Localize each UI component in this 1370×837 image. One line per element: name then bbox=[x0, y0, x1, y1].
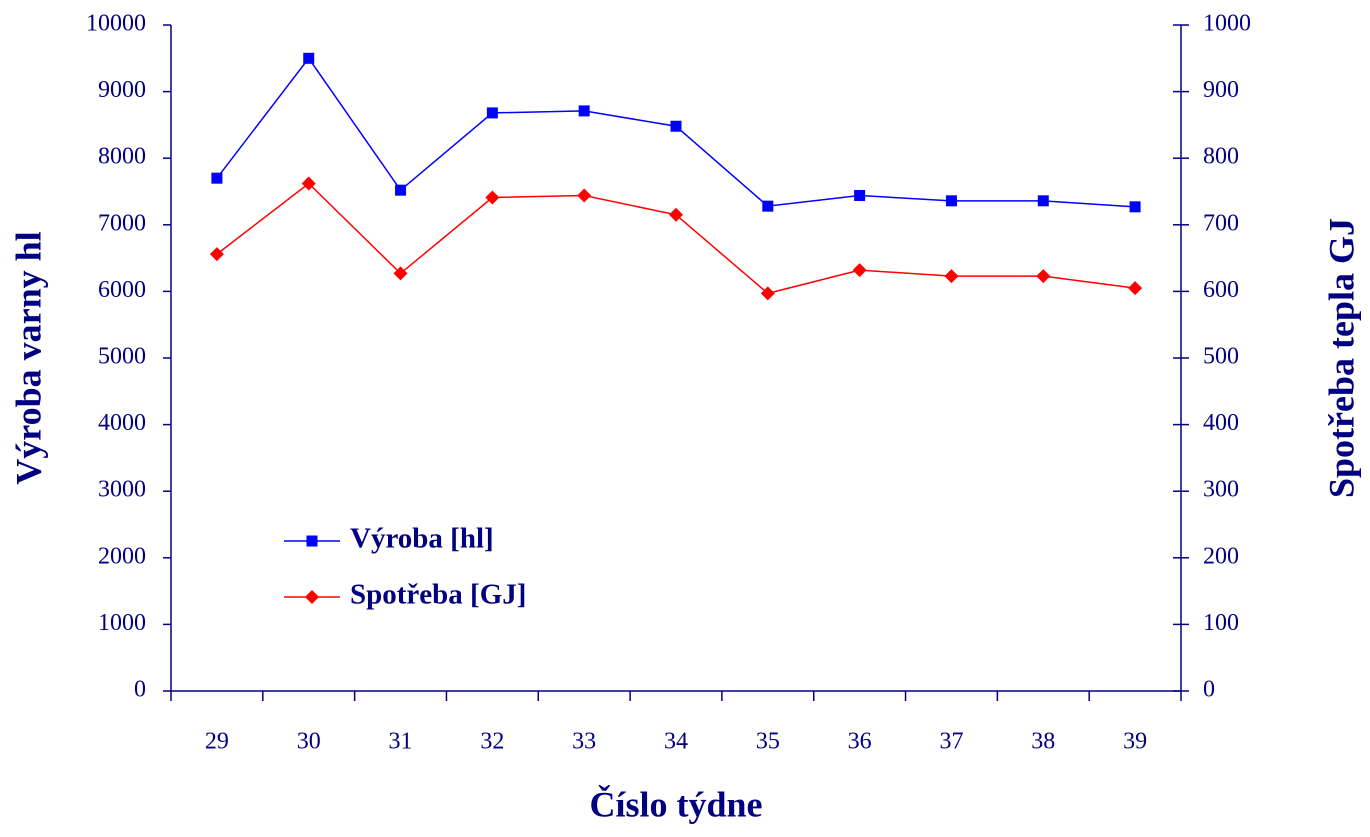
x-tick-label: 30 bbox=[297, 729, 321, 755]
marker bbox=[944, 269, 959, 284]
marker bbox=[945, 195, 957, 207]
legend-marker bbox=[305, 590, 319, 604]
y2-tick-label: 1000 bbox=[1203, 11, 1251, 37]
y-tick-label: 8000 bbox=[98, 144, 146, 170]
marker bbox=[669, 207, 683, 222]
x-tick-label: 34 bbox=[664, 729, 688, 755]
y-tick-label: 10000 bbox=[86, 11, 146, 37]
y-tick-label: 9000 bbox=[98, 77, 146, 103]
x-tick-label: 36 bbox=[848, 729, 872, 755]
marker bbox=[1129, 201, 1141, 213]
marker bbox=[485, 190, 500, 205]
y2-tick-label: 500 bbox=[1203, 344, 1239, 370]
marker bbox=[211, 172, 223, 184]
x-tick-label: 35 bbox=[756, 729, 780, 755]
x-tick-label: 29 bbox=[205, 729, 229, 755]
marker bbox=[854, 189, 866, 201]
x-tick-label: 33 bbox=[572, 729, 596, 755]
y-tick-label: 7000 bbox=[98, 210, 146, 236]
marker bbox=[670, 120, 682, 132]
legend-label: Spotřeba [GJ] bbox=[350, 579, 526, 611]
x-tick-label: 39 bbox=[1123, 729, 1147, 755]
y-tick-label: 6000 bbox=[98, 277, 146, 303]
marker bbox=[578, 105, 590, 117]
y2-tick-label: 400 bbox=[1203, 410, 1239, 436]
marker bbox=[852, 263, 867, 278]
series-line bbox=[216, 182, 1136, 295]
y-tick-label: 3000 bbox=[98, 477, 146, 503]
marker bbox=[393, 266, 408, 281]
y2-tick-label: 800 bbox=[1203, 144, 1239, 170]
y-tick-label: 5000 bbox=[98, 344, 146, 370]
marker bbox=[209, 247, 224, 262]
legend-marker bbox=[306, 535, 318, 547]
x-tick-label: 37 bbox=[939, 729, 963, 755]
x-tick-label: 38 bbox=[1031, 729, 1055, 755]
y2-tick-label: 700 bbox=[1203, 210, 1239, 236]
series-line bbox=[216, 57, 1136, 208]
marker bbox=[760, 286, 775, 301]
y2-tick-label: 100 bbox=[1203, 610, 1239, 636]
marker bbox=[1036, 269, 1051, 284]
marker bbox=[395, 184, 407, 196]
y2-tick-label: 600 bbox=[1203, 277, 1239, 303]
y2-tick-label: 200 bbox=[1203, 543, 1239, 569]
x-axis-title: Číslo týdne bbox=[589, 784, 762, 824]
y-tick-label: 1000 bbox=[98, 610, 146, 636]
y2-tick-label: 300 bbox=[1203, 477, 1239, 503]
x-tick-label: 32 bbox=[480, 729, 504, 755]
y-tick-label: 4000 bbox=[98, 410, 146, 436]
marker bbox=[1037, 195, 1049, 207]
marker bbox=[1128, 281, 1143, 296]
y-tick-label: 2000 bbox=[98, 543, 146, 569]
y-axis-title: Výroba varny hl bbox=[8, 231, 48, 484]
marker bbox=[303, 52, 315, 64]
legend-label: Výroba [hl] bbox=[350, 523, 494, 555]
x-tick-label: 31 bbox=[389, 729, 413, 755]
y2-tick-label: 0 bbox=[1203, 677, 1215, 703]
y2-tick-label: 900 bbox=[1203, 77, 1239, 103]
marker bbox=[301, 176, 316, 191]
marker bbox=[762, 200, 774, 212]
y2-axis-title: Spotřeba tepla GJ bbox=[1321, 218, 1361, 498]
marker bbox=[486, 107, 498, 119]
y-tick-label: 0 bbox=[134, 677, 146, 703]
marker bbox=[577, 188, 592, 203]
